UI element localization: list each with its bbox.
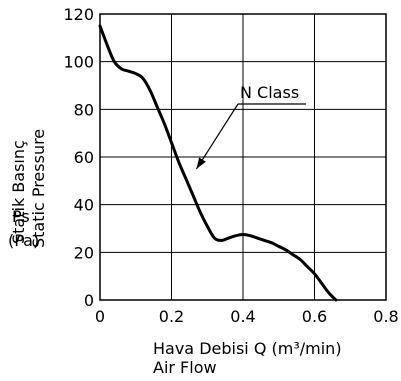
x-tick-label: 0.6 <box>302 307 327 326</box>
y-tick-label: 100 <box>63 53 94 72</box>
x-tick-label: 0.2 <box>159 307 184 326</box>
y-tick-label: 60 <box>74 148 94 167</box>
tick-labels: 0 0.2 0.4 0.6 0.8 0 20 40 60 80 100 120 <box>63 5 398 326</box>
plot-frame <box>99 13 387 301</box>
x-tick-label: 0 <box>95 307 105 326</box>
x-tick-label: 0.4 <box>230 307 255 326</box>
annotation-arrowhead <box>196 157 206 169</box>
ylabel-symbol: Ps <box>12 207 30 226</box>
ylabel-unit: (Pa) <box>8 231 39 250</box>
x-tick-label: 0.8 <box>373 307 398 326</box>
annotation-label: N Class <box>240 83 299 102</box>
y-tick-label: 40 <box>74 196 94 215</box>
series-line-n-class <box>98 24 338 302</box>
y-tick-label: 0 <box>84 291 94 310</box>
xlabel-line1: Hava Debisi Q (m³/min) <box>153 339 342 358</box>
y-tick-label: 80 <box>74 100 94 119</box>
grid-lines <box>100 14 386 300</box>
ylabel-line2: Static Pressure <box>29 129 48 248</box>
ylabel-line1: Statik Basınç <box>9 140 28 244</box>
annotation-leader-line <box>196 103 239 170</box>
xlabel-line2: Air Flow <box>153 358 217 377</box>
y-tick-label: 20 <box>74 243 94 262</box>
y-tick-label: 120 <box>63 5 94 24</box>
